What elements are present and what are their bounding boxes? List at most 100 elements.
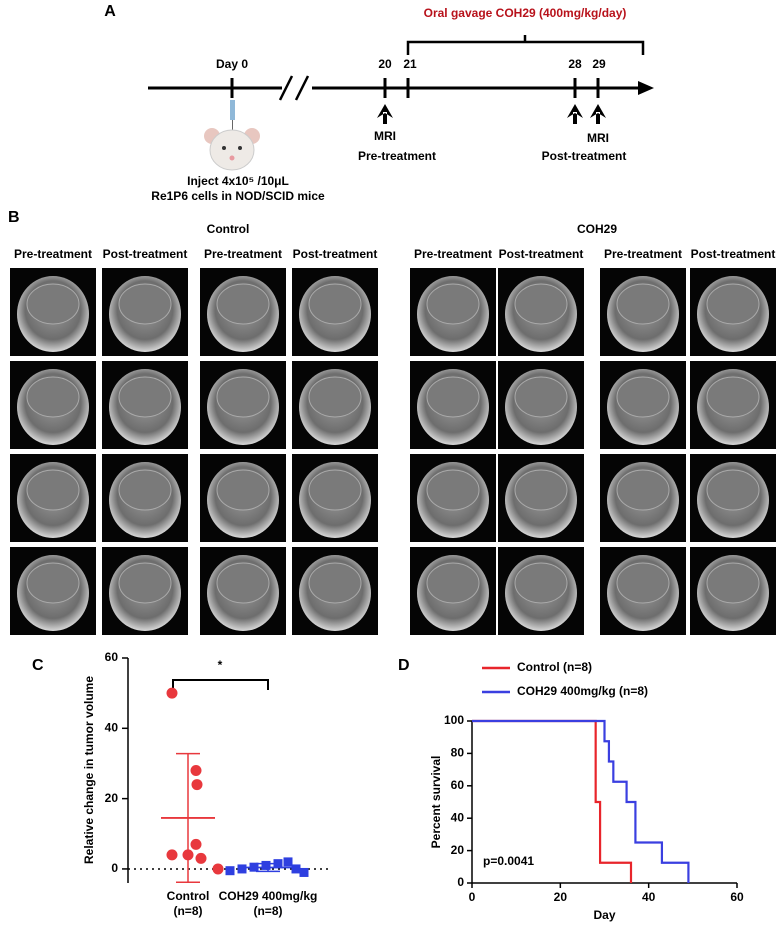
error-bar: [256, 862, 280, 873]
y-tick-label: 40: [105, 720, 119, 734]
mri-brain: [26, 283, 80, 325]
day-label: 20: [378, 57, 392, 71]
legend-label: Control (n=8): [517, 660, 592, 674]
column-label: Pre-treatment: [414, 247, 492, 261]
bracket: [406, 35, 645, 55]
mri-brain: [216, 469, 270, 511]
mri-brain: [706, 376, 760, 418]
data-point: [283, 857, 293, 867]
mri-brain: [616, 376, 670, 418]
mri-brain: [706, 283, 760, 325]
day-label: 29: [592, 57, 606, 71]
column-label: Pre-treatment: [604, 247, 682, 261]
timeline-ticks: [230, 78, 600, 98]
column-label: Pre-treatment: [14, 247, 92, 261]
error-bar: [176, 752, 200, 884]
day-label: Day 0: [216, 57, 248, 71]
column-label: Post-treatment: [103, 247, 188, 261]
mri-brain: [308, 469, 362, 511]
inject-label: Inject 4x10⁵ /10μL: [187, 174, 289, 188]
y-tick-label: 20: [451, 843, 465, 857]
y-tick-label: 0: [111, 861, 118, 875]
mri-brain: [514, 469, 568, 511]
mri-label: MRI: [587, 131, 609, 145]
x-tick-label: 0: [469, 890, 476, 904]
y-tick-label: 60: [451, 778, 465, 792]
data-point: [166, 849, 178, 861]
y-tick-label: 40: [451, 810, 465, 824]
y-tick-label: 20: [105, 791, 119, 805]
x-axis-label: Day: [593, 908, 615, 922]
mri-brain: [216, 283, 270, 325]
column-label: Post-treatment: [293, 247, 378, 261]
mri-brain: [308, 562, 362, 604]
group-title: COH29: [577, 222, 617, 236]
break: [278, 75, 310, 101]
data-point: [291, 864, 301, 874]
x-tick-label: (n=8): [173, 904, 202, 918]
y-tick-label: 0: [457, 875, 464, 889]
y-tick-label: 100: [444, 713, 464, 727]
panel-label: A: [104, 3, 116, 20]
post-label: Post-treatment: [542, 149, 627, 163]
data-point: [195, 852, 207, 864]
x-tick-label: COH29 400mg/kg: [219, 889, 318, 903]
mri-brain: [616, 469, 670, 511]
mri-brain: [308, 283, 362, 325]
mri-brain: [514, 283, 568, 325]
data-point: [299, 867, 309, 877]
mri-brain: [216, 562, 270, 604]
mri-brain: [26, 376, 80, 418]
data-point: [212, 863, 224, 875]
data-point: [190, 765, 202, 776]
panel-label: D: [398, 657, 410, 674]
panel-label: B: [8, 209, 20, 226]
treatment-label: Oral gavage COH29 (400mg/kg/day): [424, 6, 627, 20]
x-tick-label: 40: [642, 890, 656, 904]
y-axis-label: Percent survival: [429, 756, 443, 849]
mri-brain: [706, 562, 760, 604]
mri-brain: [514, 562, 568, 604]
timeline-arrow: [638, 81, 654, 95]
data-point: [166, 687, 178, 699]
mouse-icon: [204, 100, 260, 171]
mri-label: MRI: [374, 129, 396, 143]
y-tick-label: 60: [105, 650, 119, 664]
significance-bracket: [172, 679, 269, 690]
group-title: Control: [207, 222, 250, 236]
panel-label: C: [32, 657, 44, 674]
survival-line: [472, 719, 690, 883]
y-axis-label: Relative change in tumor volume: [82, 676, 96, 864]
mri-brain: [118, 469, 172, 511]
mri-brain: [118, 283, 172, 325]
legend-label: COH29 400mg/kg (n=8): [517, 684, 648, 698]
mri-brain: [118, 562, 172, 604]
data-point: [190, 838, 202, 850]
x-tick-label: 20: [554, 890, 568, 904]
x-tick-label: (n=8): [253, 904, 282, 918]
day-label: 28: [568, 57, 582, 71]
column-label: Post-treatment: [691, 247, 776, 261]
x-tick-label: 60: [730, 890, 744, 904]
mri-brain: [426, 469, 480, 511]
mri-arrows: [377, 104, 606, 124]
column-label: Post-treatment: [499, 247, 584, 261]
day-label: 21: [403, 57, 417, 71]
x-tick-label: Control: [167, 889, 210, 903]
inject-label: Re1P6 cells in NOD/SCID mice: [151, 189, 325, 203]
mri-brain: [514, 376, 568, 418]
mri-brain: [26, 562, 80, 604]
mri-brain: [426, 283, 480, 325]
data-point: [261, 860, 271, 870]
annotation: p=0.0041: [483, 854, 534, 868]
mri-brain: [26, 469, 80, 511]
data-point: [237, 864, 247, 874]
mri-brain: [426, 376, 480, 418]
mri-brain: [616, 562, 670, 604]
y-tick-label: 80: [451, 746, 465, 760]
mri-brain: [706, 469, 760, 511]
significance-label: *: [218, 658, 223, 672]
mri-brain: [308, 376, 362, 418]
column-label: Pre-treatment: [204, 247, 282, 261]
